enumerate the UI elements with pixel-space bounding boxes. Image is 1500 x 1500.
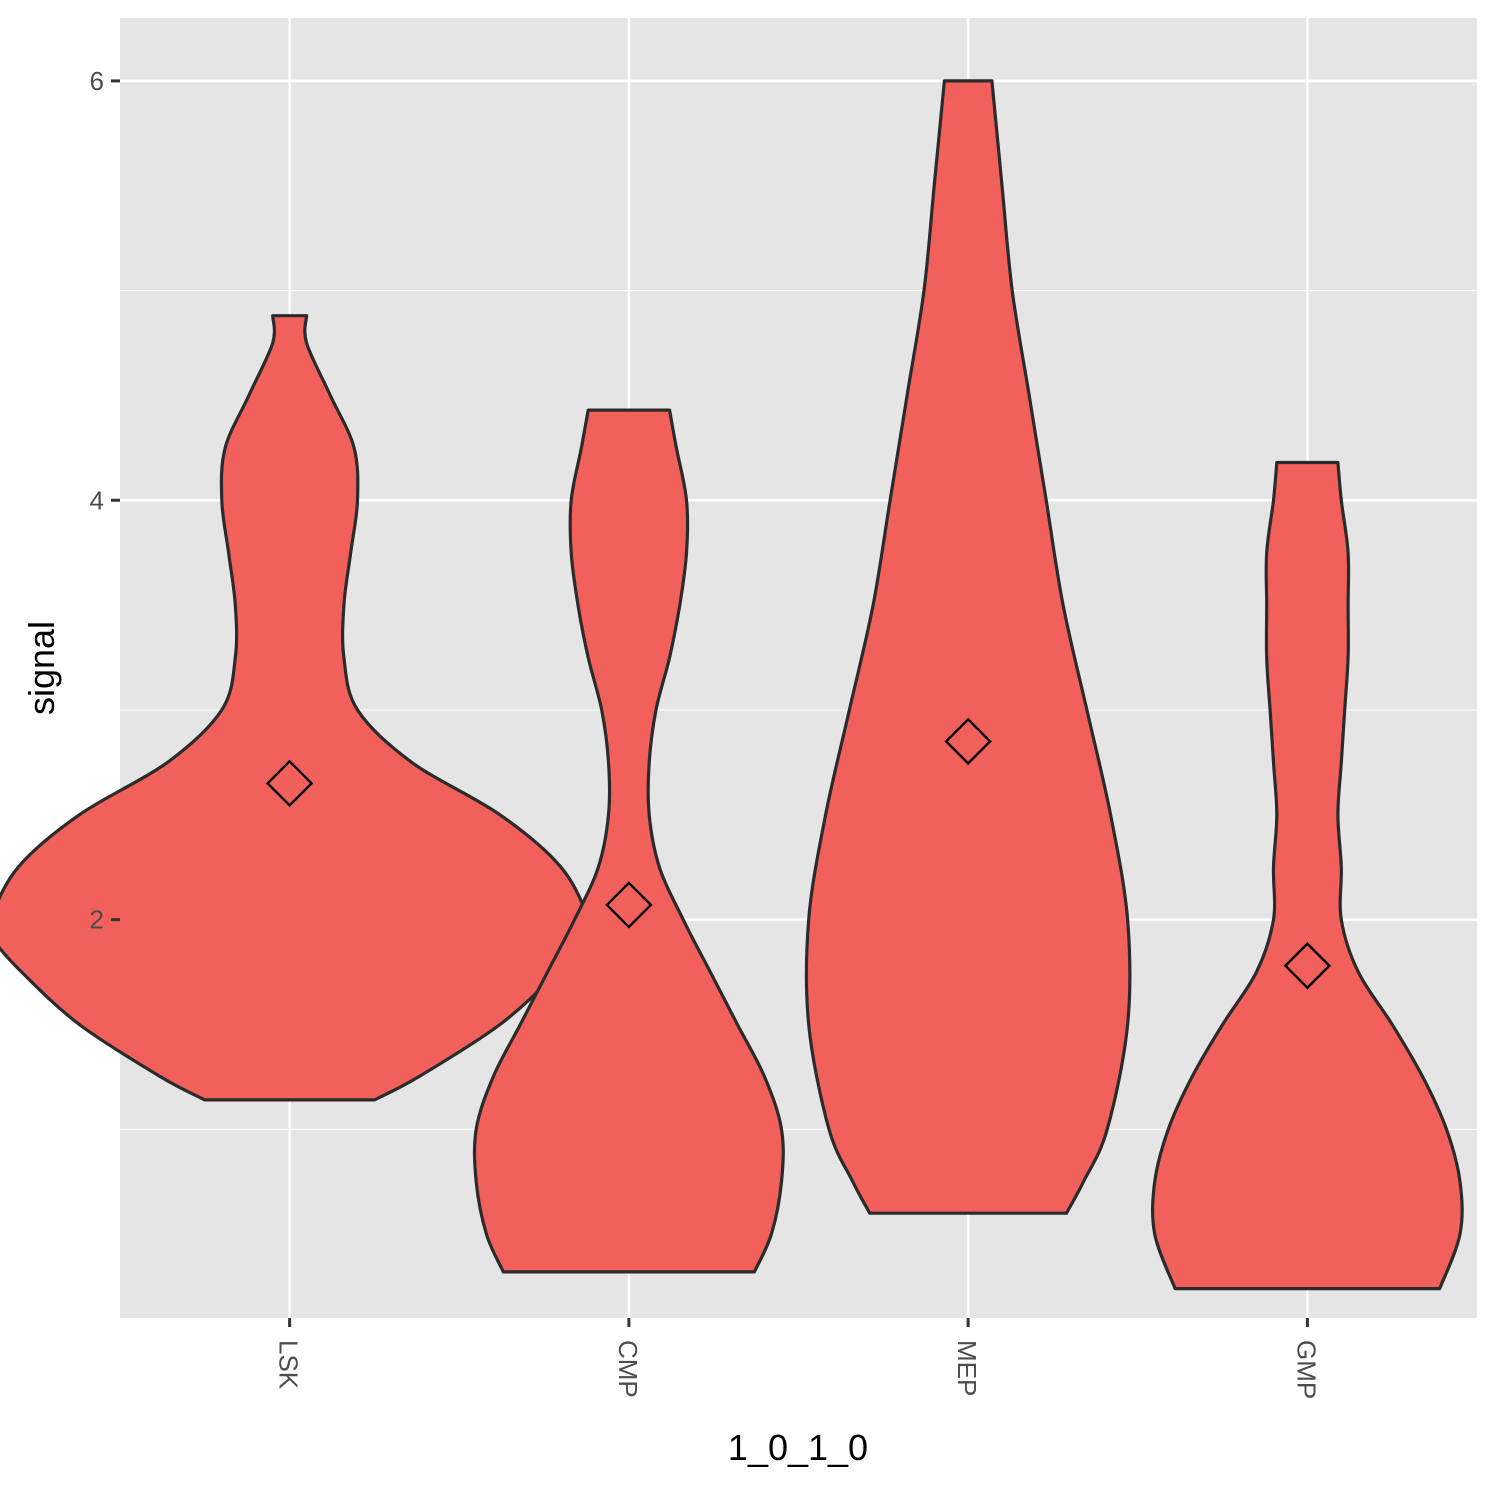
x-tick-label: CMP bbox=[613, 1340, 643, 1398]
y-axis-title: signal bbox=[21, 621, 62, 715]
violin-lsk bbox=[0, 314, 592, 1102]
y-tick-label: 2 bbox=[90, 905, 104, 935]
mean-marker-lsk bbox=[265, 759, 314, 808]
x-tick-label: MEP bbox=[952, 1340, 982, 1396]
x-tick-label: LSK bbox=[274, 1340, 304, 1390]
y-tick-label: 4 bbox=[90, 485, 104, 515]
mean-marker-cmp bbox=[605, 881, 653, 929]
violin-mep bbox=[804, 79, 1132, 1215]
x-axis-title: 1_0_1_0 bbox=[728, 1427, 868, 1468]
violin-gmp bbox=[1151, 460, 1464, 1291]
mean-marker-mep bbox=[944, 717, 992, 766]
x-tick-label: GMP bbox=[1291, 1340, 1321, 1399]
violin-layer bbox=[0, 79, 1464, 1291]
mean-marker-gmp bbox=[1283, 942, 1332, 990]
axis-layer: 2 4 6 LSK CMP MEP GMP bbox=[90, 66, 1322, 1399]
violin-cmp bbox=[472, 408, 785, 1274]
y-tick-label: 6 bbox=[90, 66, 104, 96]
